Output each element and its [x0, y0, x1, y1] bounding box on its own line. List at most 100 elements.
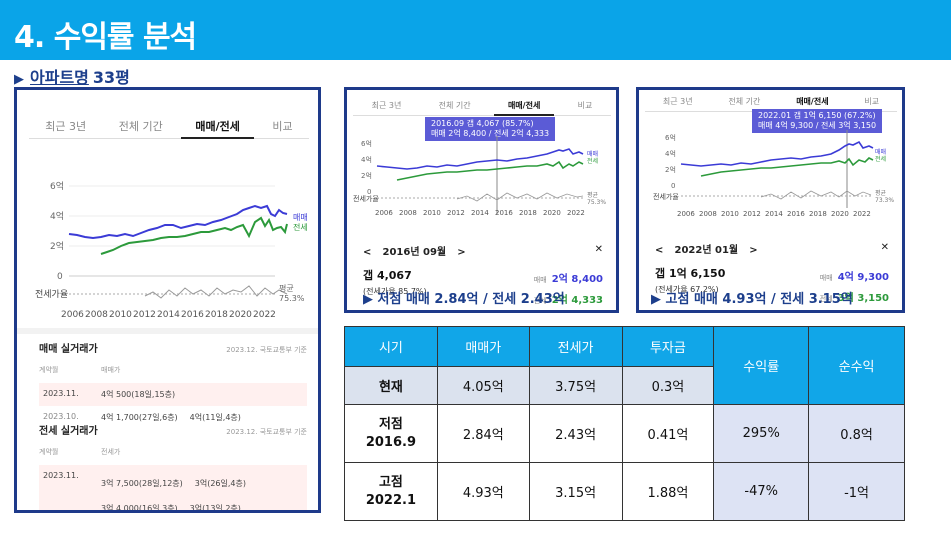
bullet-icon: ▶	[14, 72, 24, 87]
tab-compare[interactable]: 비교	[577, 101, 593, 110]
price-chart: 6억 4억 2억 0 매매 전세 전세가율 평균 75.3% 2006 2008…	[17, 170, 317, 320]
summary-table: 시기 매매가 전세가 투자금 수익률 순수익 현재 4.05억 3.75억 0.…	[344, 326, 905, 521]
y-tick-0: 0	[57, 272, 63, 282]
table-header-row: 시기 매매가 전세가 투자금 수익률 순수익	[344, 326, 905, 405]
sale-deals-section: 매매 실거래가 2023.12. 국토교통부 기준 계약월 매매가 2023.1…	[39, 340, 307, 429]
svg-text:2014: 2014	[471, 209, 489, 217]
header-yield: 수익률	[713, 326, 810, 405]
tab-compare[interactable]: 비교	[272, 120, 293, 133]
x-tick: 2006	[61, 310, 84, 320]
y-tick-2: 2억	[50, 240, 64, 252]
svg-text:2022: 2022	[567, 209, 585, 217]
rent-line	[396, 160, 584, 181]
sale-line	[680, 140, 874, 167]
sale-line	[68, 204, 288, 240]
gap-value: 갭 4,067	[363, 269, 412, 282]
tab-all-period[interactable]: 전체 기간	[728, 97, 761, 106]
svg-text:4억: 4억	[361, 156, 372, 164]
svg-text:전세가율: 전세가율	[353, 194, 379, 203]
low-mini-chart-svg: 6억 4억 2억 0 매매 전세 전세가율 평균 75.3% 2006 2008…	[353, 136, 606, 217]
svg-text:2012: 2012	[743, 210, 761, 218]
table-row[interactable]: 2023.10. 4억 1,700(27일,6층) 4억(11일,4층)	[43, 412, 241, 422]
rent-deals-source: 2023.12. 국토교통부 기준	[226, 428, 307, 436]
y-grid	[69, 185, 275, 277]
tab-sale-rent[interactable]: 매매/전세	[493, 96, 555, 116]
table-row: 고점 2022.1 4.93억 3.15억 1.88억 -47% -1억	[344, 462, 905, 521]
high-caption: ▶ 고점 매매 4.93억 / 전세 3.15억	[651, 292, 853, 307]
rent-deals-title: 전세 실거래가	[39, 426, 98, 437]
svg-text:2016: 2016	[787, 210, 805, 218]
tab-all-period[interactable]: 전체 기간	[438, 101, 471, 110]
page-title: 4. 수익률 분석	[14, 20, 197, 55]
svg-text:75.3%: 75.3%	[587, 199, 606, 206]
svg-text:평균: 평균	[587, 191, 599, 199]
ratio-value: (전세가율 67.2%)	[655, 285, 719, 294]
sale-deals-source: 2023.12. 국토교통부 기준	[226, 346, 307, 354]
svg-text:2020: 2020	[543, 209, 561, 217]
col-price: 전세가	[101, 448, 121, 456]
next-month-button[interactable]: >	[749, 245, 758, 256]
svg-text:전세: 전세	[587, 157, 598, 165]
table-row[interactable]: 2023.11. 3억 7,500(28일,12층) 3억(26일,4층) 3억 …	[39, 465, 307, 510]
high-tooltip: 2022.01 갭 1억 6,150 (67.2%) 매매 4억 9,300 /…	[752, 109, 883, 133]
svg-text:2012: 2012	[447, 209, 465, 217]
svg-text:2008: 2008	[699, 210, 717, 218]
low-point-panel: 최근 3년 전체 기간 매매/전세 비교 2016.09 갭 4,067 (85…	[344, 87, 619, 313]
tab-compare[interactable]: 비교	[864, 97, 880, 106]
svg-text:매매: 매매	[587, 150, 598, 158]
legend-rent: 전세	[293, 222, 308, 232]
ratio-value: (전세가율 85.7%)	[363, 287, 427, 296]
prev-month-button[interactable]: <	[655, 245, 664, 256]
rent-value: 3억 3,150	[837, 293, 889, 304]
svg-text:2018: 2018	[519, 209, 537, 217]
svg-text:73.3%: 73.3%	[875, 197, 894, 204]
x-tick: 2022	[253, 310, 276, 320]
svg-text:2006: 2006	[375, 209, 393, 217]
x-tick: 2018	[205, 310, 228, 320]
main-chart-panel: 최근 3년 전체 기간 매매/전세 비교 6억 4억 2억 0 매매 전세 전세…	[14, 87, 321, 513]
x-tick: 2020	[229, 310, 252, 320]
tab-recent-3y[interactable]: 최근 3년	[45, 120, 87, 133]
table-row[interactable]: 2023.11. 4억 500(18일,15층)	[39, 383, 307, 406]
y-tick-4: 4억	[50, 210, 64, 222]
prev-month-button[interactable]: <	[363, 247, 372, 258]
svg-text:6억: 6억	[665, 134, 676, 142]
header-bar	[0, 0, 951, 60]
high-point-panel: 최근 3년 전체 기간 매매/전세 비교 2022.01 갭 1억 6,150 …	[636, 87, 905, 313]
low-tooltip: 2016.09 갭 4,067 (85.7%) 매매 2억 8,400 / 전세…	[425, 117, 556, 141]
apartment-size: 33평	[92, 68, 130, 87]
svg-text:2016: 2016	[495, 209, 513, 217]
low-mini-chart: 6억 4억 2억 0 매매 전세 전세가율 평균 75.3% 2006 2008…	[347, 136, 616, 226]
tab-recent-3y[interactable]: 최근 3년	[371, 101, 402, 110]
avg-value: 75.3%	[279, 294, 305, 303]
sale-value: 2억 8,400	[551, 274, 603, 285]
rent-deals-header: 계약월 전세가	[39, 447, 307, 457]
sale-line	[376, 148, 584, 170]
y-tick-6: 6억	[50, 180, 64, 192]
tab-all-period[interactable]: 전체 기간	[118, 120, 163, 133]
close-icon[interactable]: ✕	[880, 242, 889, 253]
ratio-line	[456, 192, 584, 202]
table-row: 저점 2016.9 2.84억 2.43억 0.41억 295% 0.8억	[344, 404, 905, 463]
chart-tabs: 최근 3년 전체 기간 매매/전세 비교	[353, 96, 611, 116]
rent-deals-section: 전세 실거래가 2023.12. 국토교통부 기준 계약월 전세가 2023.1…	[39, 422, 307, 510]
ratio-line	[760, 190, 872, 200]
svg-text:2008: 2008	[399, 209, 417, 217]
svg-text:전세: 전세	[875, 155, 886, 163]
x-tick: 2012	[133, 310, 156, 320]
tab-recent-3y[interactable]: 최근 3년	[662, 97, 693, 106]
svg-text:2014: 2014	[765, 210, 783, 218]
x-tick: 2010	[109, 310, 132, 320]
col-contract: 계약월	[39, 448, 59, 456]
rent-line	[100, 216, 288, 255]
header-sale: 매매가	[436, 326, 530, 367]
svg-text:2006: 2006	[677, 210, 695, 218]
high-mini-chart-svg: 6억 4억 2억 0 매매 전세 전세가율 평균 73.3% 2006 2008…	[653, 130, 894, 218]
x-ticks: 2006 2008 2010 2012 2014 2016 2018 2020 …	[61, 310, 276, 320]
deal-divider	[17, 328, 318, 334]
legend-sale: 매매	[293, 213, 308, 222]
close-icon[interactable]: ✕	[594, 244, 603, 255]
header-invest: 투자금	[621, 326, 715, 367]
next-month-button[interactable]: >	[457, 247, 466, 258]
tab-sale-rent[interactable]: 매매/전세	[181, 114, 254, 139]
